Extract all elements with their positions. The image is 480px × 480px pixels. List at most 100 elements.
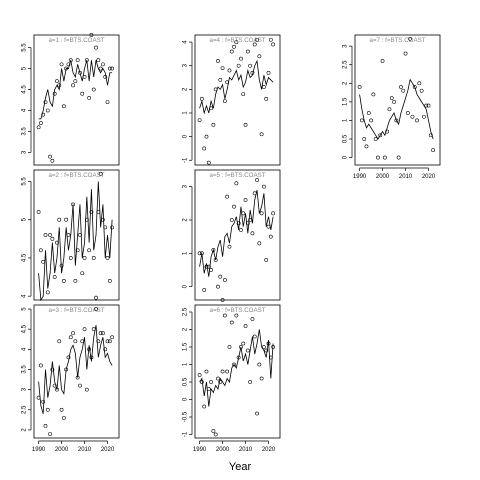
observed-point [225,194,230,199]
observed-point [357,85,362,89]
observed-point [91,256,96,260]
observed-point [103,75,108,79]
y-tick-label: 4 [183,40,189,44]
y-tick-label: 5.5 [22,177,28,186]
observed-point [202,288,207,292]
y-tick-label: 4 [22,347,28,351]
observed-point [89,210,94,214]
observed-point [55,79,59,84]
observed-point [394,118,399,123]
observed-point [415,118,419,123]
observed-point [82,327,87,332]
observed-point [389,96,394,101]
observed-point [268,234,273,239]
observed-point [105,100,110,104]
observed-point [245,49,250,54]
observed-point [255,411,259,416]
observed-point [376,155,380,160]
observed-point [264,258,269,262]
observed-point [211,429,216,433]
observed-point [82,256,87,260]
observed-point [96,58,101,63]
panel-7: a=6 : f=BTS.COAST -1 -0.5 0 0.5 1 1.5 2 2.5 1990 2… [183,304,281,453]
observed-point [211,122,216,127]
y-tick-label: 4.5 [22,253,28,262]
observed-point [107,339,112,344]
y-tick-label: -1 [183,431,189,437]
observed-point [255,178,259,182]
observed-point [410,114,415,119]
observed-point [392,99,396,104]
observed-point [48,233,52,237]
observed-point [248,63,253,68]
observed-point [216,284,220,289]
panel-2: a=4 : f=BTS.COAST -1 0 1 2 3 4 [183,34,281,166]
observed-point [48,432,52,436]
y-tick-label: 4.5 [22,85,28,94]
y-tick-label: 4 [22,294,28,298]
panel-title: a=5 : f=BTS.COAST [209,172,265,179]
panel-4: a=2 : f=BTS.COAST 4 4.5 5 5.5 [22,169,120,302]
observed-point [241,341,246,346]
observed-point [57,339,62,344]
observed-point [66,62,71,67]
plot-frame [33,304,120,439]
observed-point [225,369,230,374]
x-tick-label: 2000 [216,447,230,453]
y-tick-label: 1 [183,251,189,255]
observed-point [264,96,269,101]
observed-point [234,40,239,44]
observed-point [222,278,227,282]
observed-point [71,331,75,336]
observed-point [204,369,209,374]
observed-point [38,248,43,253]
observed-point [257,362,262,367]
observed-point [417,81,422,86]
y-tick-label: 0 [183,134,189,138]
observed-point [98,331,103,336]
observed-point [218,274,223,279]
observed-point [59,62,64,67]
observed-point [222,99,227,104]
observed-point [50,236,55,241]
observed-point [75,58,80,63]
y-tick-label: 0 [183,284,189,288]
observed-point [239,228,243,232]
observed-point [227,244,232,249]
observed-point [364,144,369,149]
y-tick-label: -0.5 [183,411,189,422]
observed-point [110,335,115,340]
observed-point [373,137,378,141]
plot-frame [33,169,120,301]
observed-point [220,298,225,302]
observed-point [75,248,80,253]
y-tick-label: 3 [183,63,189,67]
observed-point [80,91,85,96]
x-tick-label: 1990 [193,447,207,453]
observed-point [78,70,82,75]
observed-point [264,348,269,353]
y-tick-label: 2.5 [343,60,349,69]
observed-point [382,155,387,160]
observed-point [61,104,66,109]
observed-point [250,317,255,321]
observed-point [245,221,250,226]
observed-point [218,78,223,82]
observed-point [48,154,52,159]
observed-point [236,221,241,226]
y-tick-label: 3 [183,184,189,188]
fitted-line [359,78,434,140]
observed-point [271,42,276,47]
observed-point [218,380,223,384]
observed-point [50,158,55,163]
x-tick-label: 1990 [32,447,46,453]
y-tick-label: 0.5 [183,377,189,386]
observed-point [52,383,57,388]
observed-point [229,218,234,222]
observed-point [220,369,225,374]
observed-point [419,88,424,93]
x-tick-label: 2020 [262,447,276,453]
x-tick-label: 2000 [376,174,390,180]
